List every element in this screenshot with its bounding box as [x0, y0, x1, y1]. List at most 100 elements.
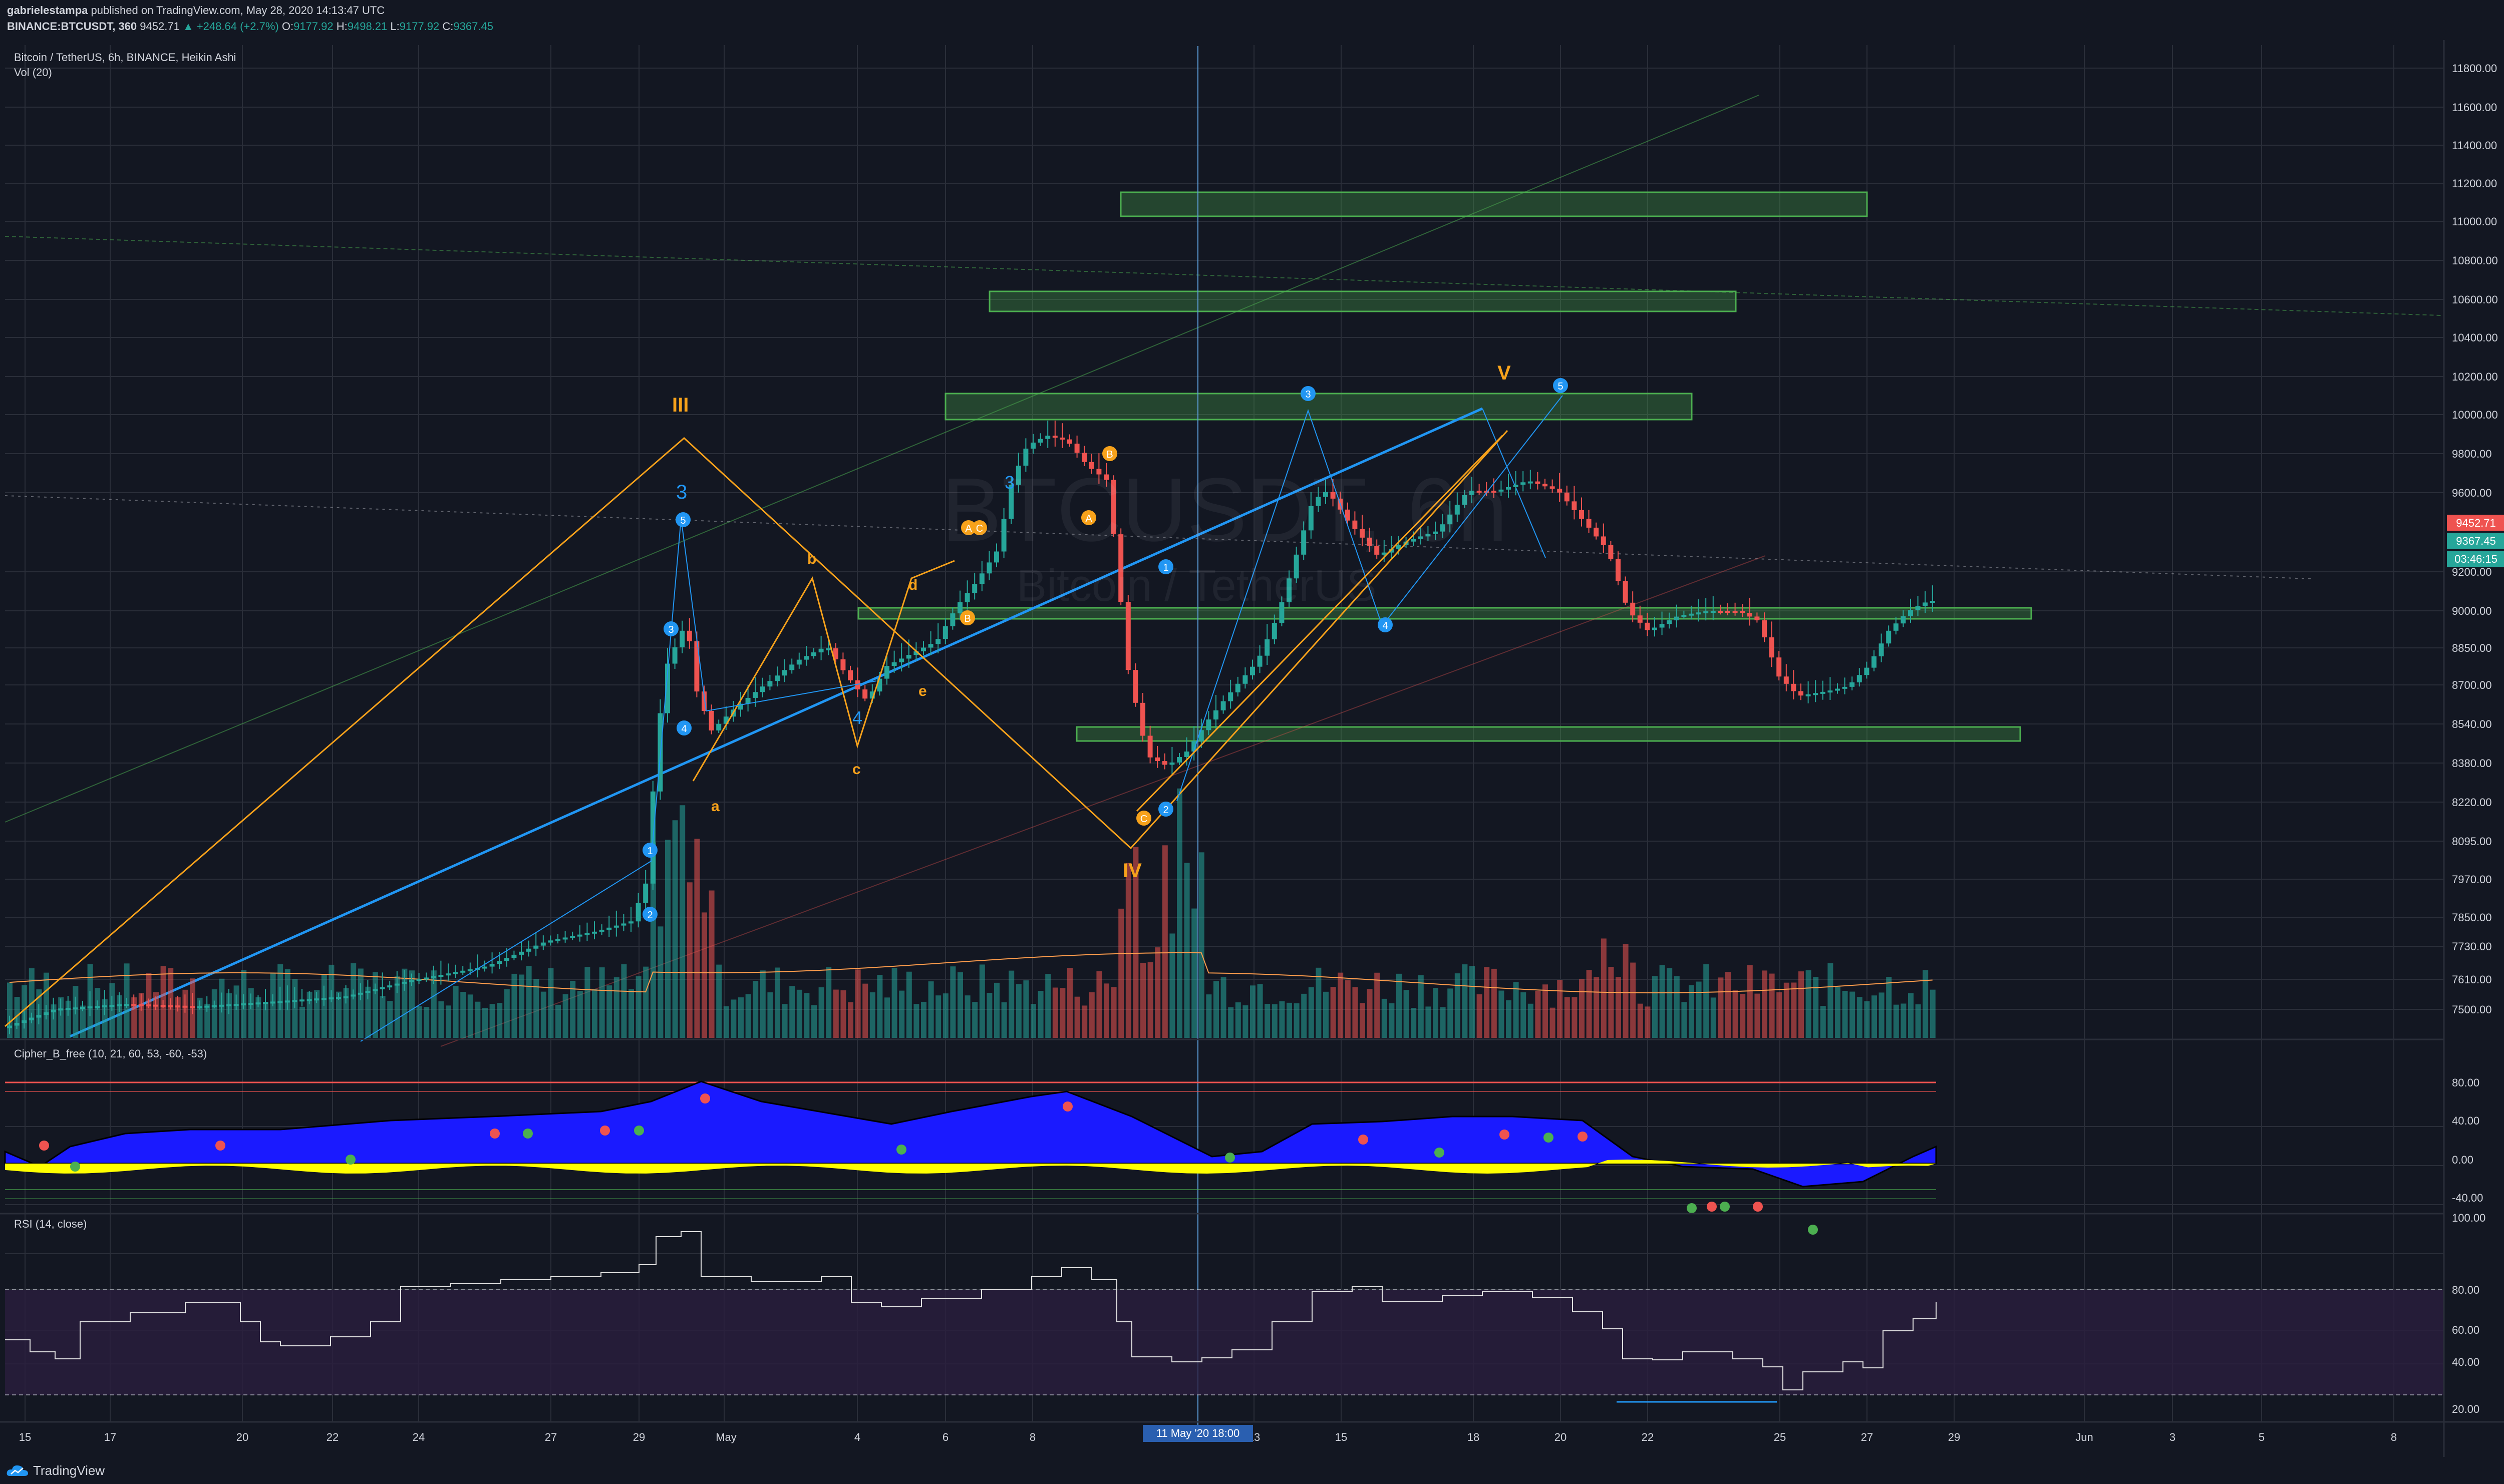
- volume-bar: [409, 970, 415, 1038]
- svg-text:B: B: [1106, 449, 1113, 460]
- candle-body: [848, 670, 853, 680]
- candle-body: [36, 1015, 42, 1018]
- volume-bar: [767, 992, 773, 1038]
- price-tick-label: 10200.00: [2452, 370, 2498, 383]
- candle-body: [1608, 545, 1614, 559]
- candle-body: [1564, 492, 1570, 502]
- volume-bar: [1096, 971, 1102, 1038]
- candle-body: [1228, 692, 1233, 701]
- volume-bar: [972, 1002, 978, 1038]
- volume-bar: [577, 991, 583, 1038]
- volume-legend[interactable]: Vol (20): [14, 66, 52, 79]
- candle-body: [1272, 622, 1277, 639]
- long-green-trendline: [5, 95, 1759, 823]
- cipher-axis[interactable]: 80.00 40.00 0.00 -40.00: [2452, 1076, 2483, 1204]
- candle-body: [987, 562, 992, 574]
- candle-body: [709, 711, 714, 730]
- volume-bar: [548, 968, 554, 1038]
- candle-body: [497, 961, 502, 964]
- candle-body: [1133, 670, 1138, 703]
- candle-body: [584, 933, 590, 935]
- candle-body: [1287, 578, 1292, 602]
- candle-body: [577, 934, 582, 937]
- main-pane-title[interactable]: Bitcoin / TetherUS, 6h, BINANCE, Heikin …: [14, 51, 236, 64]
- candle-body: [358, 992, 363, 995]
- volume-bar: [935, 995, 942, 1038]
- volume-bar: [1338, 972, 1344, 1038]
- volume-bar: [358, 968, 364, 1038]
- volume-bar: [1360, 1003, 1365, 1038]
- grid-lines: [5, 45, 2444, 1422]
- marker-orange-A-mid: A: [1081, 510, 1096, 525]
- price-axis[interactable]: 11800.00 11600.00 11400.00 11200.00 11000.00…: [2452, 62, 2498, 1016]
- candle-body: [599, 929, 604, 932]
- zone-11000: [1120, 191, 1868, 217]
- candle-body: [1813, 693, 1818, 695]
- cipher-legend[interactable]: Cipher_B_free (10, 21, 60, 53, -60, -53): [14, 1047, 207, 1060]
- volume-bar: [1469, 966, 1475, 1038]
- candle-body: [292, 1000, 297, 1002]
- candle-body: [1476, 491, 1482, 493]
- volume-bar: [248, 988, 254, 1038]
- candle-body: [855, 680, 860, 689]
- candle-body: [1783, 676, 1789, 684]
- countdown-badge: 03:46:15: [2454, 553, 2497, 565]
- time-tick-label: 15: [19, 1431, 31, 1443]
- time-axis[interactable]: 15 17 20 22 24 27 29 May 4 6 8 13 15 18 20 22 25 27 29 Jun 3…: [19, 1431, 2397, 1443]
- volume-bar: [387, 1001, 393, 1038]
- candle-body: [438, 974, 444, 977]
- zone-9100: [857, 607, 2032, 620]
- cipher-signal-dot: [634, 1126, 644, 1136]
- rsi-axis[interactable]: 100.00 80.00 60.00 40.00 20.00: [2452, 1212, 2485, 1415]
- candle-body: [1667, 620, 1672, 624]
- volume-bar: [1418, 975, 1424, 1038]
- cipher-tick-label: 0.00: [2452, 1154, 2473, 1166]
- candle-body: [526, 948, 531, 952]
- price-tick-label: 7970.00: [2452, 873, 2492, 886]
- support-resistance-zones[interactable]: [857, 191, 2032, 742]
- marker-blue-2-left: 2: [643, 907, 658, 922]
- volume-bar: [1725, 972, 1731, 1038]
- volume-bar: [1294, 1003, 1300, 1038]
- volume-bar: [562, 994, 568, 1038]
- volume-bar: [1805, 970, 1811, 1038]
- chart-canvas[interactable]: III IV V a b c d e 3 3 4 5 3 4 1 2 A C B…: [0, 40, 2504, 1457]
- chart-area[interactable]: III IV V a b c d e 3 3 4 5 3 4 1 2 A C B…: [0, 40, 2504, 1457]
- volume-bar: [1594, 977, 1600, 1038]
- candle-body: [299, 999, 304, 1002]
- volume-bar: [1564, 997, 1570, 1038]
- candle-body: [80, 1007, 85, 1009]
- candle-body: [14, 1023, 20, 1026]
- candle-body: [789, 664, 795, 670]
- wave-label-c: c: [852, 761, 861, 778]
- candle-body: [460, 970, 466, 973]
- orange-big-wave: [5, 430, 1508, 1027]
- rsi-legend[interactable]: RSI (14, close): [14, 1218, 87, 1230]
- volume-bar: [1038, 991, 1044, 1038]
- candle-body: [562, 937, 568, 940]
- candle-body: [1389, 549, 1394, 553]
- volume-bar: [1001, 1002, 1007, 1038]
- volume-bar: [299, 1006, 305, 1038]
- wave-count-markers[interactable]: 5 3 4 1 2 A C B B A C 1 2 3 4 5: [643, 378, 1568, 922]
- volume-bar: [1783, 982, 1789, 1038]
- tradingview-logo[interactable]: TradingView: [6, 1463, 105, 1478]
- candle-body: [1842, 686, 1847, 689]
- volume-bar: [994, 982, 1000, 1038]
- publisher-name[interactable]: gabrielestampa: [7, 4, 88, 17]
- candle-body: [277, 1001, 283, 1003]
- candle-body: [519, 951, 524, 955]
- volume-bar: [1923, 970, 1929, 1038]
- volume-bar: [424, 1007, 430, 1038]
- candle-body: [1923, 602, 1928, 606]
- cipher-signal-dot: [1543, 1133, 1553, 1143]
- candle-body: [1352, 520, 1358, 529]
- candle-body: [775, 675, 780, 681]
- volume-bar: [1484, 967, 1490, 1038]
- volume-bar: [380, 996, 386, 1038]
- price-tick-label: 10800.00: [2452, 254, 2498, 267]
- svg-text:5: 5: [680, 515, 686, 526]
- candle-body: [197, 1006, 202, 1008]
- candle-body: [1732, 611, 1738, 613]
- marker-blue-2-mid: 2: [1158, 802, 1173, 817]
